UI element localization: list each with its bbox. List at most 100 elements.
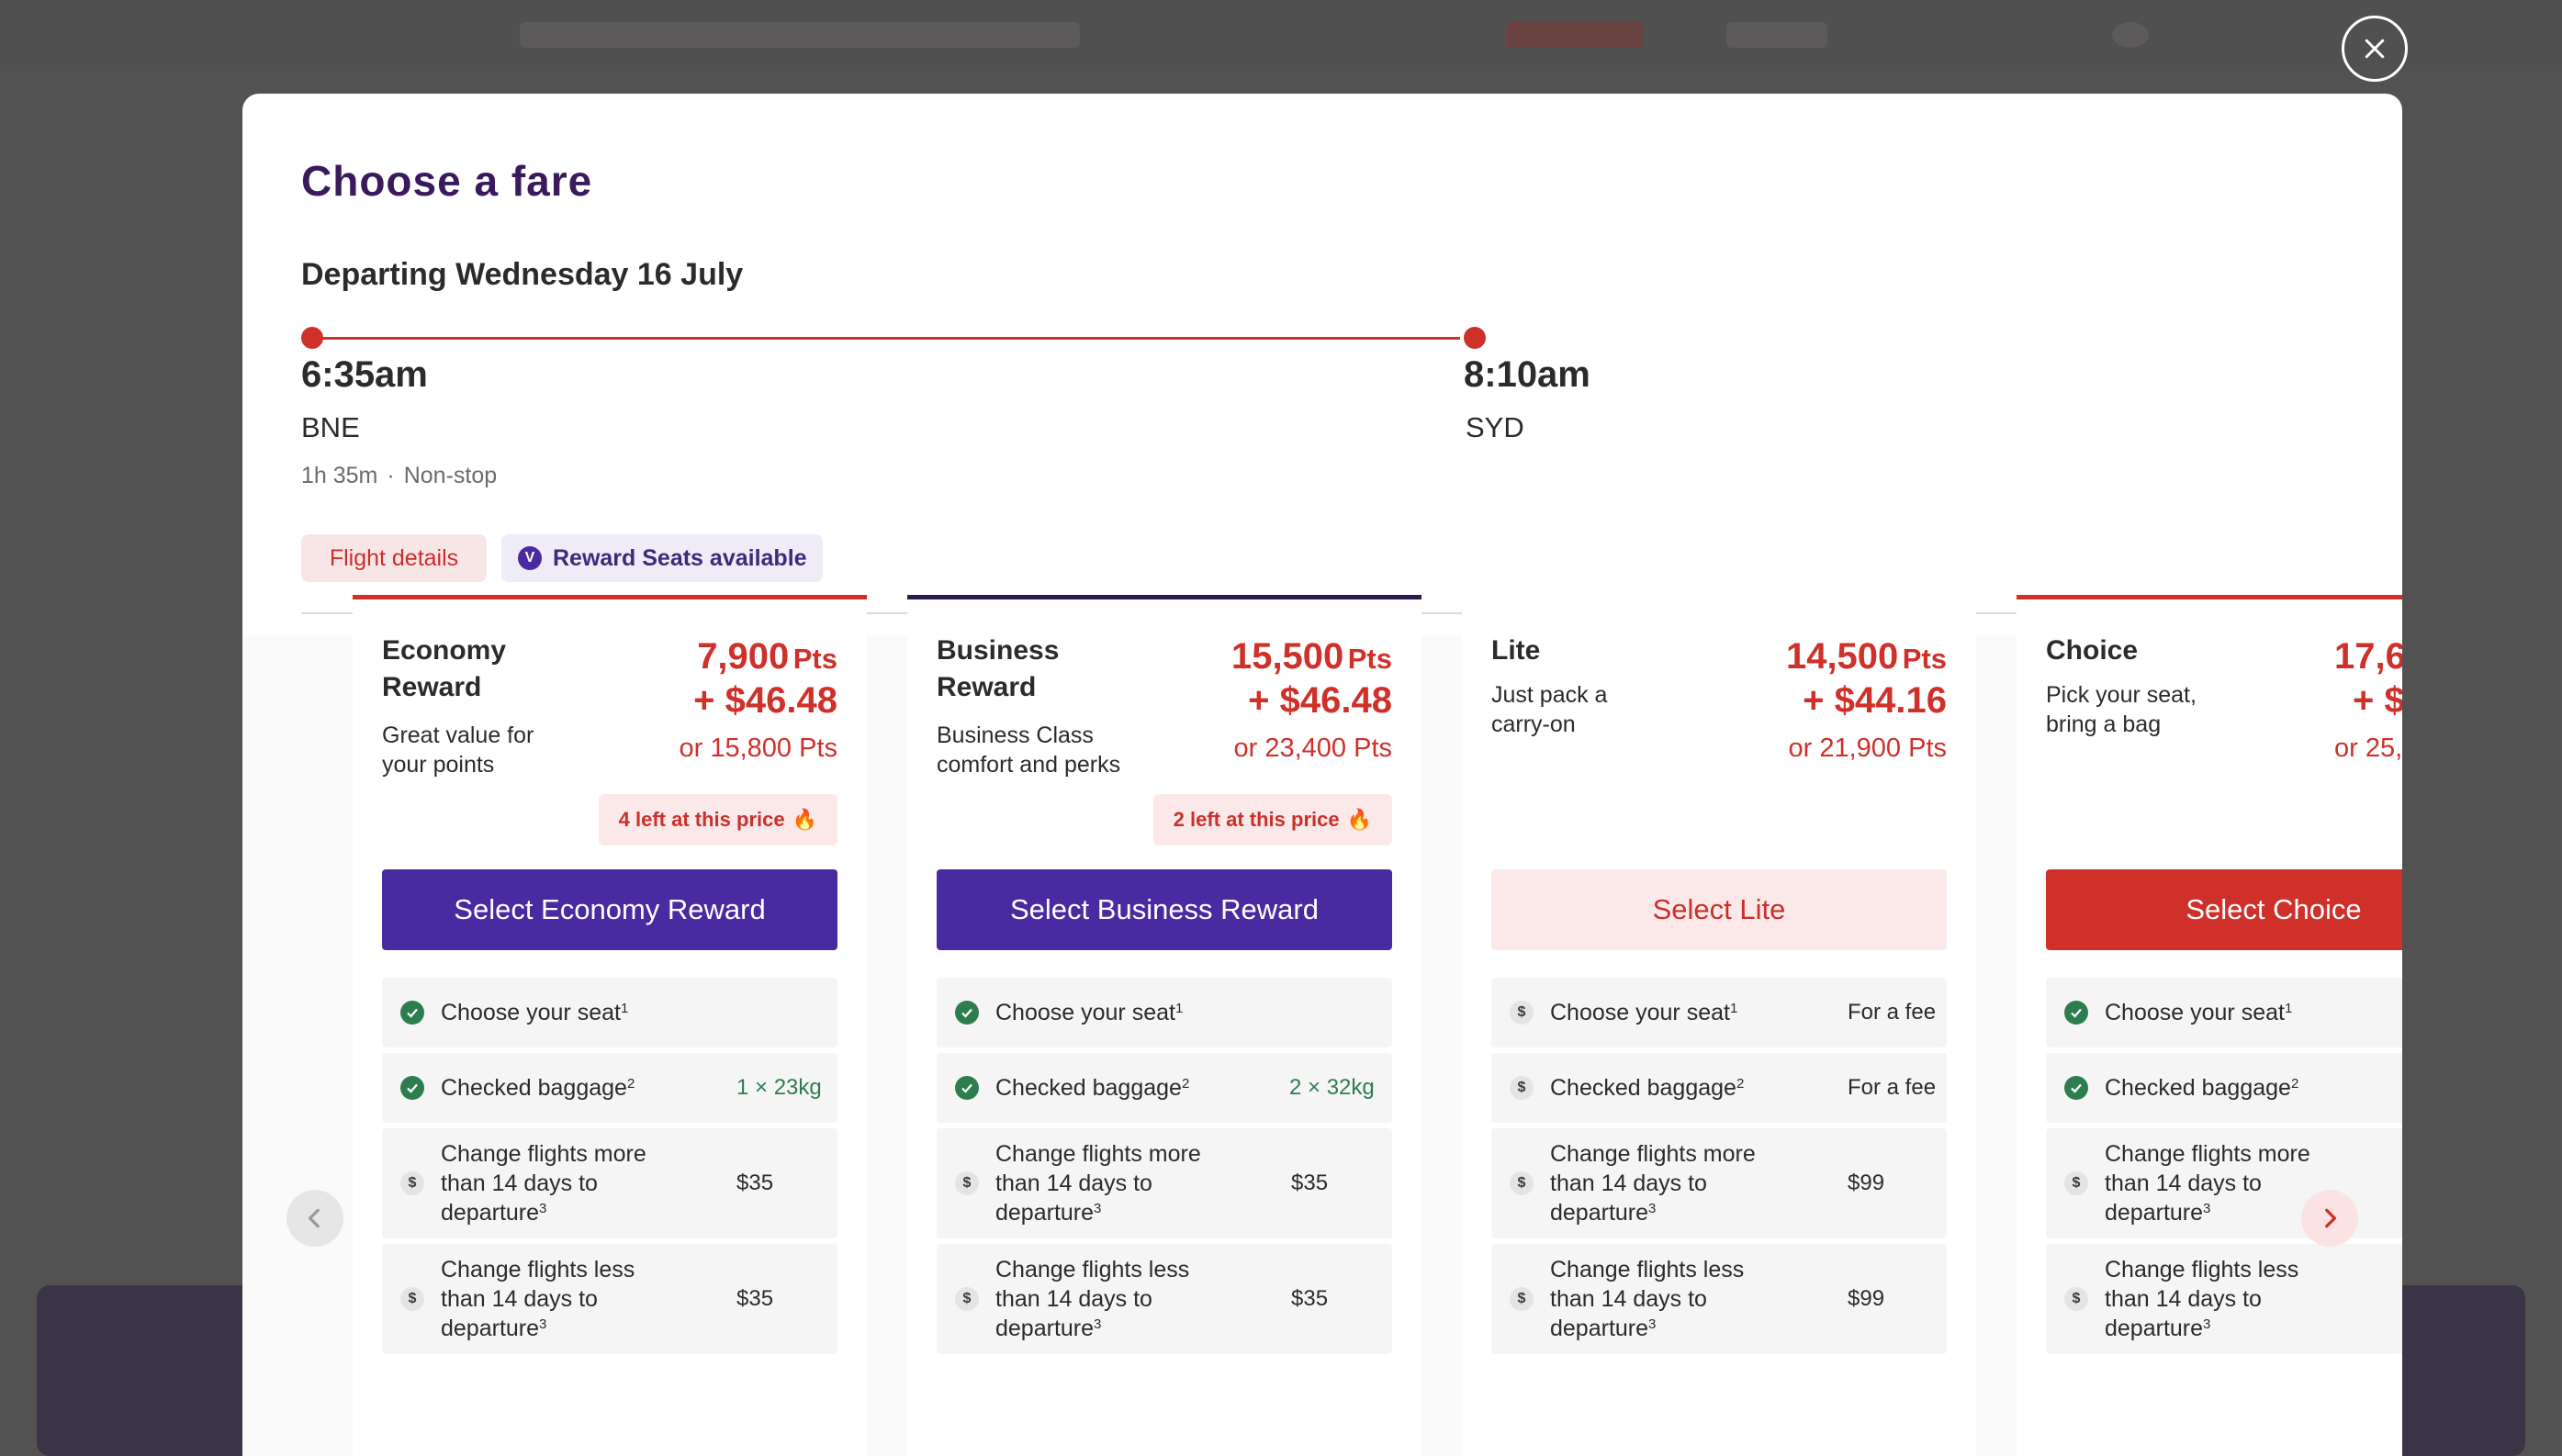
feature-value: 2 × 32kg xyxy=(1289,1075,1375,1100)
feature-label: Change flights more than 14 days to depa… xyxy=(995,1141,1201,1226)
fare-description: Pick your seat, bring a bag xyxy=(2046,682,2197,737)
fare-card-lite: Lite Just pack a carry-on 14,500 Pts + $… xyxy=(1462,595,1976,1456)
feature-value: $35 xyxy=(736,1286,774,1311)
flight-duration: 1h 35m · Non-stop xyxy=(301,463,497,489)
feature-label: Change flights more than 14 days to depa… xyxy=(2105,1141,2310,1226)
fire-icon: 🔥 xyxy=(792,808,817,831)
fare-description: Just pack a carry-on xyxy=(1491,682,1608,737)
dollar-circle-icon: $ xyxy=(2064,1287,2088,1311)
fare-points: 15,500 Pts xyxy=(1230,636,1392,677)
feature-row: $ Change flights less than 14 days to de… xyxy=(937,1244,1392,1354)
feature-label: Change flights less than 14 days to depa… xyxy=(1550,1257,1745,1341)
fare-name: Economy Reward xyxy=(382,635,507,702)
feature-label: Checked baggage2 xyxy=(441,1075,635,1101)
dollar-circle-icon: $ xyxy=(1510,1076,1534,1100)
reward-seats-badge: V Reward Seats available xyxy=(501,534,823,582)
departure-time: 6:35am xyxy=(301,354,428,395)
chevron-left-icon xyxy=(308,1208,320,1228)
modal-title: Choose a fare xyxy=(301,157,593,205)
feature-label: Checked baggage2 xyxy=(2105,1075,2299,1101)
departing-date: Departing Wednesday 16 July xyxy=(301,257,744,292)
select-business-reward-button[interactable]: Select Business Reward xyxy=(937,869,1392,950)
carousel-prev-button[interactable] xyxy=(287,1190,343,1247)
feature-label: Choose your seat1 xyxy=(995,1000,1184,1025)
feature-label: Choose your seat1 xyxy=(2105,1000,2293,1025)
feature-value: For a fee xyxy=(1848,1075,1937,1100)
check-circle-icon xyxy=(955,1001,979,1025)
feature-row: Choose your seat1 xyxy=(382,978,837,1047)
feature-label: Choose your seat1 xyxy=(441,1000,629,1025)
fare-card-choice-clip: Choice Pick your seat, bring a bag 17,6 … xyxy=(2017,588,2402,1456)
feature-label: Checked baggage2 xyxy=(995,1075,1190,1101)
dollar-circle-icon: $ xyxy=(1510,1287,1534,1311)
carousel-next-button[interactable] xyxy=(2301,1190,2358,1247)
velocity-icon: V xyxy=(518,546,542,570)
select-choice-button[interactable]: Select Choice xyxy=(2046,869,2402,950)
feature-label: Change flights less than 14 days to depa… xyxy=(441,1257,635,1341)
chevron-right-icon xyxy=(2325,1208,2337,1228)
stops-value: Non-stop xyxy=(403,463,498,488)
feature-row: Checked baggage2 xyxy=(2046,1053,2402,1123)
fare-name: Business Reward xyxy=(937,635,1060,702)
fare-card-economy-reward: Economy Reward Great value for your poin… xyxy=(353,595,867,1456)
dollar-circle-icon: $ xyxy=(2064,1171,2088,1195)
feature-row: $ Change flights less than 14 days to de… xyxy=(2046,1244,2402,1354)
fare-description: Business Class comfort and perks xyxy=(937,722,1121,778)
departure-dot xyxy=(301,327,323,349)
flight-details-button[interactable]: Flight details xyxy=(301,534,487,582)
select-economy-reward-button[interactable]: Select Economy Reward xyxy=(382,869,837,950)
flight-timeline-line xyxy=(321,337,1460,340)
seats-left-badge: 2 left at this price 🔥 xyxy=(1152,794,1392,846)
select-lite-button[interactable]: Select Lite xyxy=(1491,869,1947,950)
feature-row: $ Change flights more than 14 days to de… xyxy=(382,1128,837,1238)
fare-name: Choice xyxy=(2046,635,2139,666)
feature-row: $ Checked baggage2 For a fee xyxy=(1491,1053,1947,1123)
fare-card-business-reward: Business Reward Business Class comfort a… xyxy=(907,595,1421,1456)
check-circle-icon xyxy=(2064,1076,2088,1100)
feature-row: Choose your seat1 xyxy=(2046,978,2402,1047)
feature-value: 1 × 23kg xyxy=(736,1075,822,1100)
background-header xyxy=(0,0,2562,72)
feature-value: $99 xyxy=(1848,1170,1885,1195)
arrival-dot xyxy=(1464,327,1486,349)
dollar-circle-icon: $ xyxy=(1510,1171,1534,1195)
feature-value: $35 xyxy=(1291,1286,1329,1311)
fare-points: 14,500 Pts xyxy=(1785,636,1947,677)
dollar-circle-icon: $ xyxy=(955,1171,979,1195)
feature-label: Change flights less than 14 days to depa… xyxy=(2105,1257,2299,1341)
feature-value: For a fee xyxy=(1848,1000,1937,1025)
seats-left-label: 2 left at this price xyxy=(1173,808,1340,831)
feature-label: Choose your seat1 xyxy=(1550,1000,1738,1025)
feature-row: $ Choose your seat1 For a fee xyxy=(1491,978,1947,1047)
fare-cash: + $44.16 xyxy=(1803,680,1947,721)
seats-left-badge: 4 left at this price 🔥 xyxy=(598,794,837,846)
duration-separator: · xyxy=(387,463,395,488)
feature-row: $ Change flights more than 14 days to de… xyxy=(1491,1128,1947,1238)
reward-seats-label: Reward Seats available xyxy=(553,544,807,571)
feature-label: Change flights more than 14 days to depa… xyxy=(441,1141,646,1226)
check-circle-icon xyxy=(955,1076,979,1100)
dollar-circle-icon: $ xyxy=(400,1171,424,1195)
feature-label: Change flights more than 14 days to depa… xyxy=(1550,1141,1756,1226)
fare-alt-points: or 21,900 Pts xyxy=(1788,734,1948,763)
duration-value: 1h 35m xyxy=(301,463,378,488)
fare-description: Great value for your points xyxy=(382,722,534,778)
close-modal-button[interactable] xyxy=(2342,16,2408,82)
close-icon xyxy=(2365,39,2385,59)
fare-cash: + $ xyxy=(2353,680,2402,721)
dollar-circle-icon: $ xyxy=(1510,1001,1534,1025)
fare-cash: + $46.48 xyxy=(693,680,837,721)
fare-cash: + $46.48 xyxy=(1248,680,1392,721)
fare-points: 17,6 xyxy=(2334,636,2402,677)
feature-row: Choose your seat1 xyxy=(937,978,1392,1047)
fare-name: Lite xyxy=(1491,635,1541,666)
dollar-circle-icon: $ xyxy=(400,1287,424,1311)
feature-label: Checked baggage2 xyxy=(1550,1075,1745,1101)
fire-icon: 🔥 xyxy=(1346,808,1372,831)
feature-row: $ Change flights less than 14 days to de… xyxy=(1491,1244,1947,1354)
check-circle-icon xyxy=(400,1001,424,1025)
feature-row: $ Change flights more than 14 days to de… xyxy=(937,1128,1392,1238)
departure-airport: BNE xyxy=(301,411,360,443)
feature-value: $99 xyxy=(1848,1286,1885,1311)
background-blurred-avatar xyxy=(2112,22,2149,48)
